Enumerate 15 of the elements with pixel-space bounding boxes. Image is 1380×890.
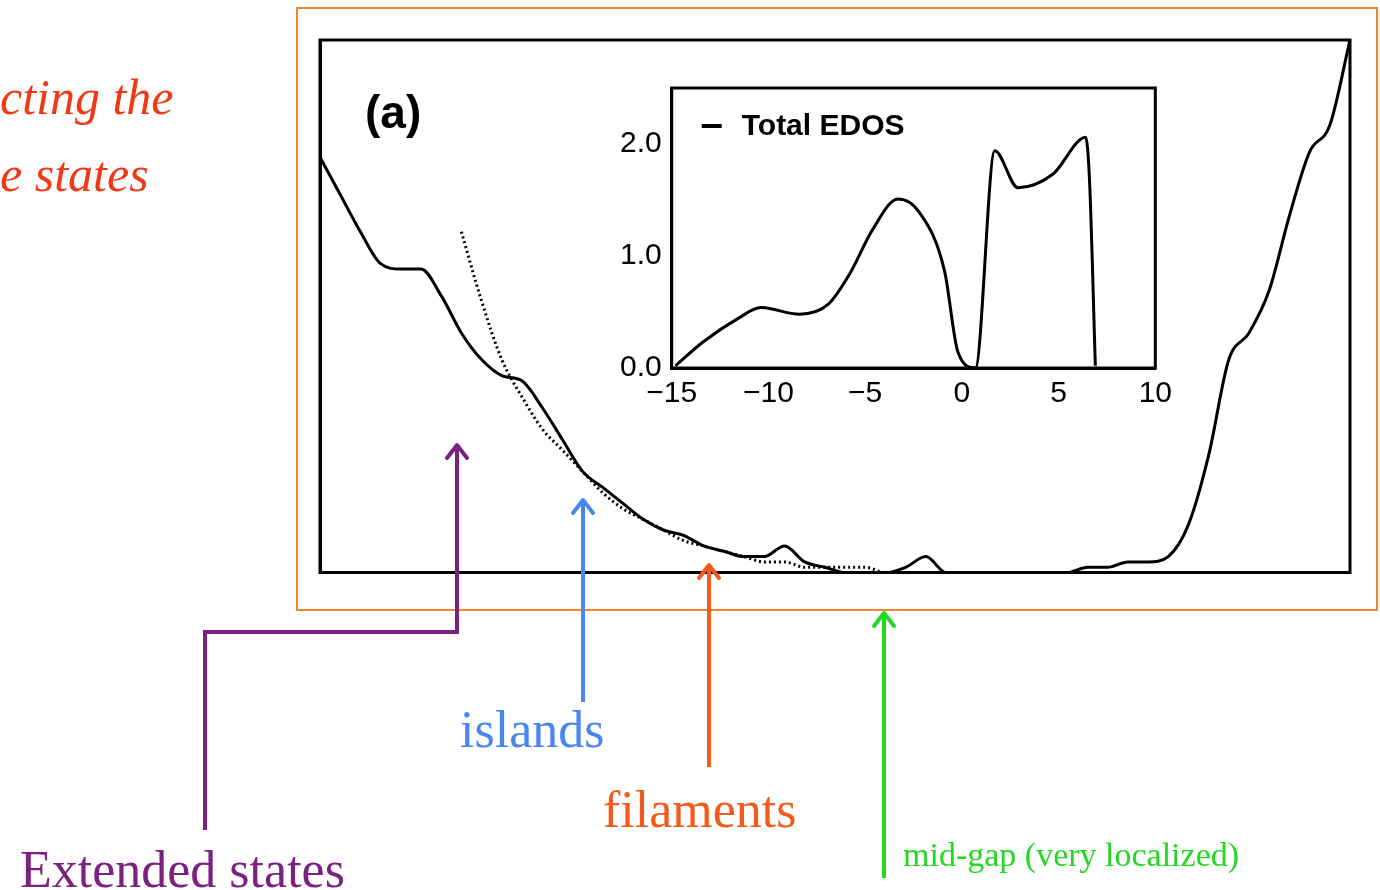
text: filaments [603,780,797,839]
x-tick-label: −5 [848,375,883,409]
legend-label: Total EDOS [741,108,905,142]
x-tick-label: 0 [953,375,971,409]
y-tick-label: 2.0 [619,125,662,159]
annotation: (a) [365,85,422,139]
text: e states [0,145,149,203]
x-tick-label: −10 [742,375,794,409]
y-tick-label: 1.0 [619,237,662,271]
text: islands [460,700,605,759]
x-tick-label: 10 [1138,375,1172,409]
x-tick-label: 5 [1050,375,1067,409]
text: cting the [0,68,174,126]
text: mid-gap (very localized) [903,836,1240,874]
text: Extended states [20,840,345,890]
